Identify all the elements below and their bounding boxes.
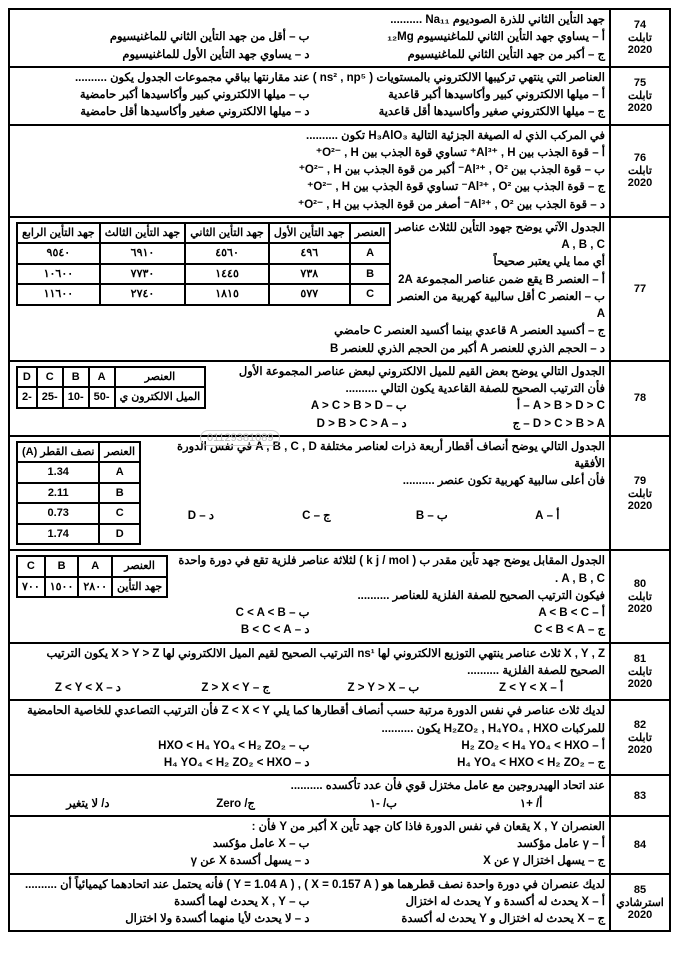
qbody-80: العنصر A B C جهد التأين ٢٨٠٠ ١٥٠٠ ٧٠٠ ال… [10, 551, 609, 641]
question-79: 79تابلت2020 العنصرنصف القطر (A) A1.34 B2… [10, 437, 669, 552]
opt-b: ب – X عامل مؤكسد [14, 836, 310, 853]
qbody-77: العنصر جهد التأين الأول جهد التأين الثان… [10, 218, 609, 360]
question-75: 75تابلت2020 العناصر التي ينتهي تركيبها ا… [10, 68, 669, 126]
qnum-82: 82تابلت2020 [609, 701, 669, 774]
opt-c: ج – C [259, 508, 374, 525]
qnum-78: 78 [609, 362, 669, 435]
opt-d: د/ لا يتغير [14, 796, 162, 813]
opt-b: ب – HXO < H₄ YO₄ < H₂ ZO₂ [14, 738, 310, 755]
qnum-77: 77 [609, 218, 669, 360]
qnum-75: 75تابلت2020 [609, 68, 669, 124]
qbody-75: العناصر التي ينتهي تركيبها الالكتروني با… [10, 68, 609, 124]
opt-a: أ/ +١ [457, 796, 605, 813]
opt-d: د – D > B > C > A [208, 416, 406, 433]
qbody-76: في المركب الذي له الصيغة الجزئية التالية… [10, 126, 609, 216]
stem: لديك ثلاث عناصر في نفس الدورة مرتبة حسب … [14, 703, 605, 738]
qnum-85: 85استرشادي2020 [609, 875, 669, 931]
question-85: 85استرشادي2020 لديك عنصران في دورة واحدة… [10, 875, 669, 933]
qbody-84: العنصران X , Y يقعان في نفس الدورة فاذا … [10, 817, 609, 873]
opt-d: د – ميلها الالكتروني صغير وأكاسيدها أقل … [14, 104, 310, 121]
opt-a: أ – ميلها الالكتروني كبير وأكاسيدها أكبر… [310, 87, 606, 104]
opt-a: أ – X يحدث له أكسدة و Y يحدث له اختزال [310, 894, 606, 911]
qnum-83: 83 [609, 776, 669, 815]
opt-c: ج – قوة الجذب بين Al³⁺ , O²⁻ تساوي قوة ا… [14, 179, 605, 196]
question-74: 74تابلت2020 جهد التأين الثاني للذرة الصو… [10, 10, 669, 68]
opt-b: ب – B [374, 508, 489, 525]
opt-a: أ – H₂ ZO₂ < H₄ YO₄ < HXO [310, 738, 606, 755]
opt-c: ج – أكبر من جهد التأين الثاني للماغنيسيو… [310, 47, 606, 64]
stem: العناصر التي ينتهي تركيبها الالكتروني با… [14, 70, 605, 87]
question-83: 83 عند اتحاد الهيدروجين مع عامل مختزل قو… [10, 776, 669, 817]
opt-b: ب – A > C > B > D [208, 398, 406, 415]
opt-c: ج – H₄ YO₄ < HXO < H₂ ZO₂ [310, 755, 606, 772]
stem: العنصران X , Y يقعان في نفس الدورة فاذا … [14, 819, 605, 836]
stem: لديك عنصران في دورة واحدة نصف قطرهما هو … [14, 877, 605, 894]
qnum-80: 80تابلت2020 [609, 551, 669, 641]
stem: X , Y , Z ثلاث عناصر ينتهي التوزيع الالك… [14, 646, 605, 681]
qbody-83: عند اتحاد الهيدروجين مع عامل مختزل قوي ف… [10, 776, 609, 815]
opt-b: ب – Z > Y > X [310, 680, 458, 697]
question-76: 76تابلت2020 في المركب الذي له الصيغة الج… [10, 126, 669, 218]
opt-b: ب – أقل من جهد التأين الثاني للماغنيسيوم [14, 29, 310, 46]
opt-c: ج – C < B < A [310, 622, 606, 639]
qbody-74: جهد التأين الثاني للذرة الصوديوم Na₁₁ ..… [10, 10, 609, 66]
opt-a: أ – Z < Y < X [457, 680, 605, 697]
qnum-81: 81تابلت2020 [609, 644, 669, 700]
opt-a: أ – γ عامل مؤكسد [310, 836, 606, 853]
opt-a: أ – قوة الجذب بين Al³⁺ , H⁺ تساوي قوة ال… [14, 145, 605, 162]
opt-c: ج – ميلها الالكتروني صغير وأكاسيدها أقل … [310, 104, 606, 121]
opt-c: ج – أكسيد العنصر A قاعدي بينما أكسيد الع… [14, 323, 605, 340]
opt-c: ج – X يحدث له اختزال و Y يحدث له أكسدة [310, 911, 606, 928]
stem: عند اتحاد الهيدروجين مع عامل مختزل قوي ف… [14, 778, 605, 795]
affinity-table: العنصر A B C D الميل الالكترون ي -50 -10… [16, 366, 206, 409]
exam-page: 74تابلت2020 جهد التأين الثاني للذرة الصو… [8, 8, 671, 932]
question-82: 82تابلت2020 لديك ثلاث عناصر في نفس الدور… [10, 701, 669, 776]
opt-c: ج/ Zero [162, 796, 310, 813]
ionization-table: العنصر جهد التأين الأول جهد التأين الثان… [16, 222, 391, 306]
opt-d: د – لا يحدث لأيا منهما أكسدة ولا اختزال [14, 911, 310, 928]
qbody-79: العنصرنصف القطر (A) A1.34 B2.11 C0.73 D1… [10, 437, 609, 550]
ie-table: العنصر A B C جهد التأين ٢٨٠٠ ١٥٠٠ ٧٠٠ [16, 555, 168, 598]
opt-d: د – الحجم الذري للعنصر A أكبر من الحجم ا… [14, 341, 605, 358]
question-80: 80تابلت2020 العنصر A B C جهد التأين ٢٨٠٠… [10, 551, 669, 643]
qbody-82: لديك ثلاث عناصر في نفس الدورة مرتبة حسب … [10, 701, 609, 774]
qnum-84: 84 [609, 817, 669, 873]
qnum-74: 74تابلت2020 [609, 10, 669, 66]
opt-c: D > C > B > A – ج [407, 416, 605, 433]
stem: في المركب الذي له الصيغة الجزئية التالية… [14, 128, 605, 145]
qnum-76: 76تابلت2020 [609, 126, 669, 216]
opt-c: ج – Z > X < Y [162, 680, 310, 697]
opt-d: د – يساوي جهد التأين الأول للماغنيسيوم [14, 47, 310, 64]
opt-d: د – يسهل أكسدة X عن γ [14, 853, 310, 870]
opt-a: أ – يساوي جهد التأين الثاني للماغنيسيوم … [310, 29, 606, 46]
opt-d: د – قوة الجذب بين Al³⁺ , O²⁻ أصغر من قوة… [14, 197, 605, 214]
opt-b: ب/ -١ [310, 796, 458, 813]
opt-b: ب – C < A < B [14, 605, 310, 622]
opt-b: ب – قوة الجذب بين Al³⁺ , O²⁻ أكبر من قوة… [14, 162, 605, 179]
question-81: 81تابلت2020 X , Y , Z ثلاث عناصر ينتهي ا… [10, 644, 669, 702]
opt-d: د – D [143, 508, 258, 525]
question-78: 78 العنصر A B C D الميل الالكترون ي -50 … [10, 362, 669, 437]
qbody-85: لديك عنصران في دورة واحدة نصف قطرهما هو … [10, 875, 609, 931]
opt-d: د – B < C < A [14, 622, 310, 639]
radius-table: العنصرنصف القطر (A) A1.34 B2.11 C0.73 D1… [16, 441, 141, 546]
question-84: 84 العنصران X , Y يقعان في نفس الدورة فا… [10, 817, 669, 875]
qbody-81: X , Y , Z ثلاث عناصر ينتهي التوزيع الالك… [10, 644, 609, 700]
question-77: 77 العنصر جهد التأين الأول جهد التأين ال… [10, 218, 669, 362]
opt-a: أ – A [490, 508, 605, 525]
opt-b: ب – ميلها الالكتروني كبير وأكاسيدها أكبر… [14, 87, 310, 104]
stem: جهد التأين الثاني للذرة الصوديوم Na₁₁ ..… [14, 12, 605, 29]
opt-a: A > B > D > C – أ [407, 398, 605, 415]
opt-a: أ – A < B < C [310, 605, 606, 622]
qbody-78: العنصر A B C D الميل الالكترون ي -50 -10… [10, 362, 609, 435]
qnum-79: 79تابلت2020 [609, 437, 669, 550]
opt-b: ب – X , Y يحدث لهما أكسدة [14, 894, 310, 911]
opt-d: د – H₄ YO₄ < H₂ ZO₂ < HXO [14, 755, 310, 772]
opt-c: ج – يسهل اختزال γ عن X [310, 853, 606, 870]
opt-d: د – Z < Y < X [14, 680, 162, 697]
